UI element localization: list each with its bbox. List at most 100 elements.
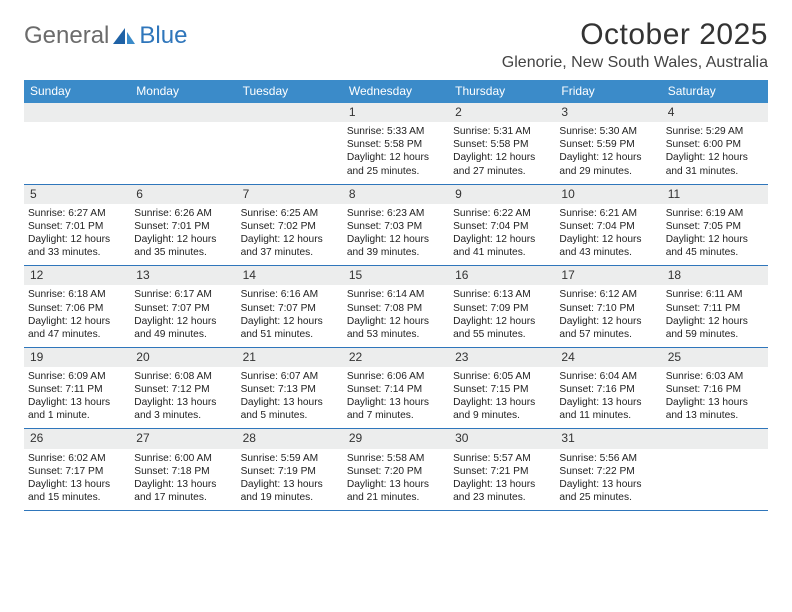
day-cell-empty [237,103,343,184]
calendar: SundayMondayTuesdayWednesdayThursdayFrid… [24,80,768,511]
sunset-line: Sunset: 7:08 PM [347,302,445,315]
sunrise-line: Sunrise: 6:21 AM [559,207,657,220]
day-cell-empty [24,103,130,184]
day-cell: 21Sunrise: 6:07 AMSunset: 7:13 PMDayligh… [237,348,343,429]
dow-cell: Thursday [449,80,555,103]
day-cell: 9Sunrise: 6:22 AMSunset: 7:04 PMDaylight… [449,185,555,266]
daylight-line: Daylight: 12 hours and 59 minutes. [666,315,764,341]
sunrise-line: Sunrise: 6:04 AM [559,370,657,383]
sunset-line: Sunset: 7:07 PM [134,302,232,315]
day-number: 18 [662,266,768,285]
sunset-line: Sunset: 7:01 PM [134,220,232,233]
daylight-line: Daylight: 12 hours and 31 minutes. [666,151,764,177]
daylight-line: Daylight: 13 hours and 25 minutes. [559,478,657,504]
calendar-page: General Blue October 2025 Glenorie, New … [0,0,792,511]
daylight-line: Daylight: 12 hours and 35 minutes. [134,233,232,259]
sunset-line: Sunset: 7:03 PM [347,220,445,233]
day-number: 16 [449,266,555,285]
day-cell: 12 Sunrise: 6:18 AMSunset: 7:06 PMDayligh… [24,266,130,347]
sunrise-line: Sunrise: 6:00 AM [134,452,232,465]
sunset-line: Sunset: 7:22 PM [559,465,657,478]
sunset-line: Sunset: 5:58 PM [453,138,551,151]
day-number: 5 [24,185,130,204]
day-cell: 23Sunrise: 6:05 AMSunset: 7:15 PMDayligh… [449,348,555,429]
sunrise-line: Sunrise: 6:08 AM [134,370,232,383]
day-number: 11 [662,185,768,204]
sunrise-line: Sunrise: 5:31 AM [453,125,551,138]
sunrise-line: Sunrise: 6:09 AM [28,370,126,383]
daylight-line: Daylight: 12 hours and 55 minutes. [453,315,551,341]
sunset-line: Sunset: 7:04 PM [559,220,657,233]
logo: General Blue [24,18,187,50]
header: General Blue October 2025 Glenorie, New … [24,18,768,72]
sunrise-line: Sunrise: 6:05 AM [453,370,551,383]
daylight-line: Daylight: 12 hours and 57 minutes. [559,315,657,341]
daylight-line: Daylight: 12 hours and 53 minutes. [347,315,445,341]
daylight-line: Daylight: 12 hours and 45 minutes. [666,233,764,259]
title-block: October 2025 Glenorie, New South Wales, … [502,18,768,72]
sunrise-line: Sunrise: 6:02 AM [28,452,126,465]
sunrise-line: Sunrise: 6:26 AM [134,207,232,220]
day-number: 14 [237,266,343,285]
sunrise-line: Sunrise: 6:12 AM [559,288,657,301]
daylight-line: Daylight: 12 hours and 41 minutes. [453,233,551,259]
sunset-line: Sunset: 5:59 PM [559,138,657,151]
daylight-line: Daylight: 12 hours and 51 minutes. [241,315,339,341]
week-row: 5Sunrise: 6:27 AMSunset: 7:01 PMDaylight… [24,185,768,267]
day-number: 10 [555,185,661,204]
day-cell: 4Sunrise: 5:29 AMSunset: 6:00 PMDaylight… [662,103,768,184]
sunset-line: Sunset: 7:01 PM [28,220,126,233]
day-number: 25 [662,348,768,367]
day-cell: 8Sunrise: 6:23 AMSunset: 7:03 PMDaylight… [343,185,449,266]
day-cell: 26Sunrise: 6:02 AMSunset: 7:17 PMDayligh… [24,429,130,510]
daylight-line: Daylight: 13 hours and 3 minutes. [134,396,232,422]
day-number-empty [130,103,236,122]
sunrise-line: Sunrise: 6:27 AM [28,207,126,220]
sunset-line: Sunset: 7:06 PM [28,302,126,315]
day-cell: 11Sunrise: 6:19 AMSunset: 7:05 PMDayligh… [662,185,768,266]
day-number: 7 [237,185,343,204]
day-cell: 3Sunrise: 5:30 AMSunset: 5:59 PMDaylight… [555,103,661,184]
sunrise-line: Sunrise: 5:30 AM [559,125,657,138]
dow-cell: Saturday [662,80,768,103]
sunrise-line: Sunrise: 6:22 AM [453,207,551,220]
daylight-line: Daylight: 13 hours and 7 minutes. [347,396,445,422]
sunrise-line: Sunrise: 6:14 AM [347,288,445,301]
daylight-line: Daylight: 13 hours and 11 minutes. [559,396,657,422]
sunset-line: Sunset: 7:11 PM [666,302,764,315]
day-cell: 31Sunrise: 5:56 AMSunset: 7:22 PMDayligh… [555,429,661,510]
daylight-line: Daylight: 12 hours and 29 minutes. [559,151,657,177]
day-number: 31 [555,429,661,448]
sunrise-line: Sunrise: 6:13 AM [453,288,551,301]
logo-sail-icon [111,26,137,46]
day-number: 12 [24,266,130,285]
daylight-line: Daylight: 12 hours and 47 minutes. [28,315,126,341]
day-number: 1 [343,103,449,122]
logo-text-2: Blue [139,22,187,50]
sunset-line: Sunset: 7:07 PM [241,302,339,315]
sunrise-line: Sunrise: 6:18 AM [28,288,126,301]
day-cell: 10Sunrise: 6:21 AMSunset: 7:04 PMDayligh… [555,185,661,266]
day-cell: 25Sunrise: 6:03 AMSunset: 7:16 PMDayligh… [662,348,768,429]
day-cell-empty [662,429,768,510]
sunrise-line: Sunrise: 6:25 AM [241,207,339,220]
day-cell: 13Sunrise: 6:17 AMSunset: 7:07 PMDayligh… [130,266,236,347]
day-of-week-row: SundayMondayTuesdayWednesdayThursdayFrid… [24,80,768,103]
day-number-empty [24,103,130,122]
sunset-line: Sunset: 6:00 PM [666,138,764,151]
day-cell: 20Sunrise: 6:08 AMSunset: 7:12 PMDayligh… [130,348,236,429]
daylight-line: Daylight: 12 hours and 37 minutes. [241,233,339,259]
sunset-line: Sunset: 7:14 PM [347,383,445,396]
daylight-line: Daylight: 12 hours and 49 minutes. [134,315,232,341]
sunrise-line: Sunrise: 6:19 AM [666,207,764,220]
day-cell: 29Sunrise: 5:58 AMSunset: 7:20 PMDayligh… [343,429,449,510]
sunrise-line: Sunrise: 5:58 AM [347,452,445,465]
day-cell: 22Sunrise: 6:06 AMSunset: 7:14 PMDayligh… [343,348,449,429]
day-cell: 15Sunrise: 6:14 AMSunset: 7:08 PMDayligh… [343,266,449,347]
day-number-empty [662,429,768,448]
day-cell: 18Sunrise: 6:11 AMSunset: 7:11 PMDayligh… [662,266,768,347]
sunrise-line: Sunrise: 5:29 AM [666,125,764,138]
week-row: 12Sunrise: 6:18 AMSunset: 7:06 PMDayligh… [24,266,768,348]
sunset-line: Sunset: 7:13 PM [241,383,339,396]
day-cell: 6Sunrise: 6:26 AMSunset: 7:01 PMDaylight… [130,185,236,266]
